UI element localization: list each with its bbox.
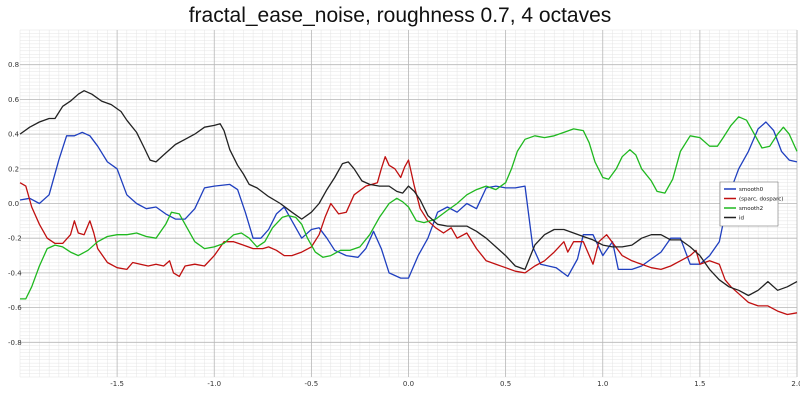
x-tick-label: 0.5 <box>500 380 511 388</box>
legend-label: (sparc, dosparc) <box>739 197 783 203</box>
legend-label: smooth2 <box>739 206 763 212</box>
y-tick-label: 0.0 <box>8 200 19 208</box>
chart-title: fractal_ease_noise, roughness 0.7, 4 oct… <box>188 4 612 27</box>
tick-labels: -1.5 -1.0 -0.5 0.0 0.5 1.0 1.5 2.0 -0.8 -0.6 -0.4 -… <box>8 61 800 388</box>
x-tick-label: -1.0 <box>207 380 221 388</box>
legend: smooth0 (sparc, dosparc) smooth2 id <box>719 181 783 227</box>
y-tick-label: -0.4 <box>8 269 22 277</box>
x-tick-label: -1.5 <box>110 380 124 388</box>
y-tick-label: -0.6 <box>8 304 22 312</box>
series-line-3 <box>19 90 798 297</box>
series-line-1 <box>19 156 798 316</box>
y-tick-label: 0.8 <box>8 61 19 69</box>
x-tick-label: -0.5 <box>305 380 319 388</box>
legend-label: id <box>739 216 744 222</box>
series-line-2 <box>20 116 798 300</box>
x-tick-label: 0.0 <box>403 380 414 388</box>
legend-label: smooth0 <box>739 187 764 193</box>
x-tick-label: 1.0 <box>597 380 608 388</box>
y-tick-label: 0.6 <box>8 96 20 104</box>
major-gridlines <box>20 30 798 377</box>
x-tick-label: 2.0 <box>791 380 800 388</box>
series-line-0 <box>19 121 798 279</box>
y-tick-label: 0.4 <box>8 131 20 139</box>
y-tick-label: -0.2 <box>8 235 22 243</box>
y-tick-label: 0.2 <box>8 165 19 173</box>
x-tick-label: 1.5 <box>694 380 705 388</box>
y-tick-label: -0.8 <box>8 339 22 347</box>
series-layer <box>19 90 798 316</box>
